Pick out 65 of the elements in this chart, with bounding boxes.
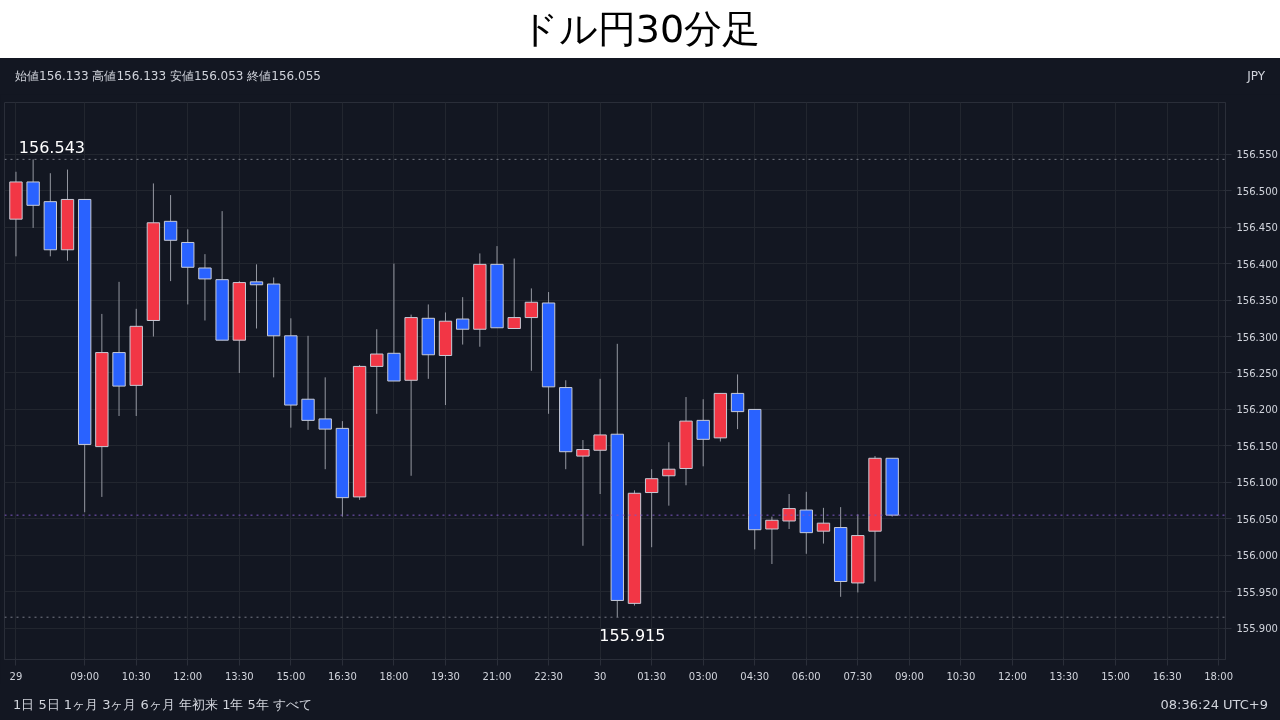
candlestick bbox=[662, 441, 676, 507]
candlestick bbox=[370, 328, 384, 415]
x-tick-label: 09:00 bbox=[894, 670, 924, 682]
candlestick bbox=[249, 263, 264, 330]
y-tick-label: 156.100 bbox=[1236, 477, 1278, 489]
x-tick-label: 09:00 bbox=[70, 670, 100, 682]
candlestick bbox=[696, 398, 710, 467]
x-tick-label: 13:30 bbox=[224, 670, 254, 682]
y-tick-label: 156.250 bbox=[1236, 367, 1278, 379]
x-tick-label: 07:30 bbox=[843, 670, 873, 682]
x-tick-label: 13:30 bbox=[1049, 670, 1079, 682]
x-tick-label: 01:30 bbox=[637, 670, 667, 682]
text: 1日 5日 1ヶ月 3ヶ月 6ヶ月 年初来 1年 5年 すべて bbox=[13, 696, 312, 714]
y-tick-label: 156.400 bbox=[1236, 258, 1278, 270]
candlestick bbox=[301, 335, 315, 431]
y-tick-label: 155.950 bbox=[1236, 586, 1278, 598]
x-tick-label: 15:00 bbox=[276, 670, 306, 682]
x-tick-label: 12:00 bbox=[173, 670, 203, 682]
y-tick-label: 155.900 bbox=[1236, 623, 1278, 635]
annotation: 156.543 bbox=[18, 138, 85, 158]
text: 08:36:24 UTC+9 bbox=[1160, 696, 1268, 714]
text: JPY bbox=[1247, 68, 1265, 85]
y-tick-label: 156.050 bbox=[1236, 513, 1278, 525]
y-tick-label: 156.500 bbox=[1236, 185, 1278, 197]
candlestick bbox=[507, 258, 521, 330]
y-tick-label: 156.150 bbox=[1236, 440, 1278, 452]
candlestick bbox=[318, 376, 332, 470]
candlestick bbox=[593, 378, 607, 495]
x-tick-label: 06:00 bbox=[791, 670, 821, 682]
x-tick-label: 16:30 bbox=[327, 670, 357, 682]
x-tick-label: 10:30 bbox=[946, 670, 976, 682]
x-tick-label: 18:00 bbox=[379, 670, 409, 682]
x-tick-label: 18:00 bbox=[1204, 670, 1234, 682]
x-tick-label: 29 bbox=[9, 670, 23, 682]
x-tick-label: 16:30 bbox=[1152, 670, 1182, 682]
y-tick-label: 156.550 bbox=[1236, 149, 1278, 161]
x-tick-label: 22:30 bbox=[534, 670, 563, 682]
candlestick bbox=[524, 287, 539, 372]
candlestick bbox=[198, 253, 212, 321]
y-tick-label: 156.300 bbox=[1236, 331, 1278, 343]
chart-title: ドル円30分足 bbox=[519, 6, 761, 53]
candlestick bbox=[163, 194, 178, 282]
y-tick-label: 156.350 bbox=[1236, 295, 1278, 307]
candlestick bbox=[765, 516, 779, 565]
annotation: 155.915 bbox=[599, 626, 666, 646]
x-tick-label: 10:30 bbox=[121, 670, 151, 682]
candlestick bbox=[799, 491, 813, 555]
x-tick-label: 30 bbox=[593, 670, 607, 682]
y-tick-label: 156.200 bbox=[1236, 404, 1278, 416]
x-tick-label: 19:30 bbox=[431, 670, 460, 682]
x-tick-label: 03:00 bbox=[688, 670, 718, 682]
candlestick bbox=[455, 296, 470, 346]
y-tick-label: 156.450 bbox=[1236, 222, 1278, 234]
candlestick bbox=[644, 468, 659, 548]
x-tick-label: 12:00 bbox=[998, 670, 1027, 682]
candlestick bbox=[576, 439, 590, 547]
x-tick-label: 04:30 bbox=[740, 670, 770, 682]
candlestick bbox=[782, 493, 796, 530]
candlestick bbox=[816, 507, 831, 545]
x-tick-label: 21:00 bbox=[482, 670, 512, 682]
x-tick-label: 15:00 bbox=[1101, 670, 1130, 682]
text: 始値156.133 高値156.133 安値156.053 終値156.055 bbox=[15, 68, 321, 85]
candlestick bbox=[26, 158, 40, 229]
candlestick bbox=[730, 373, 745, 430]
y-tick-label: 156.000 bbox=[1236, 550, 1278, 562]
